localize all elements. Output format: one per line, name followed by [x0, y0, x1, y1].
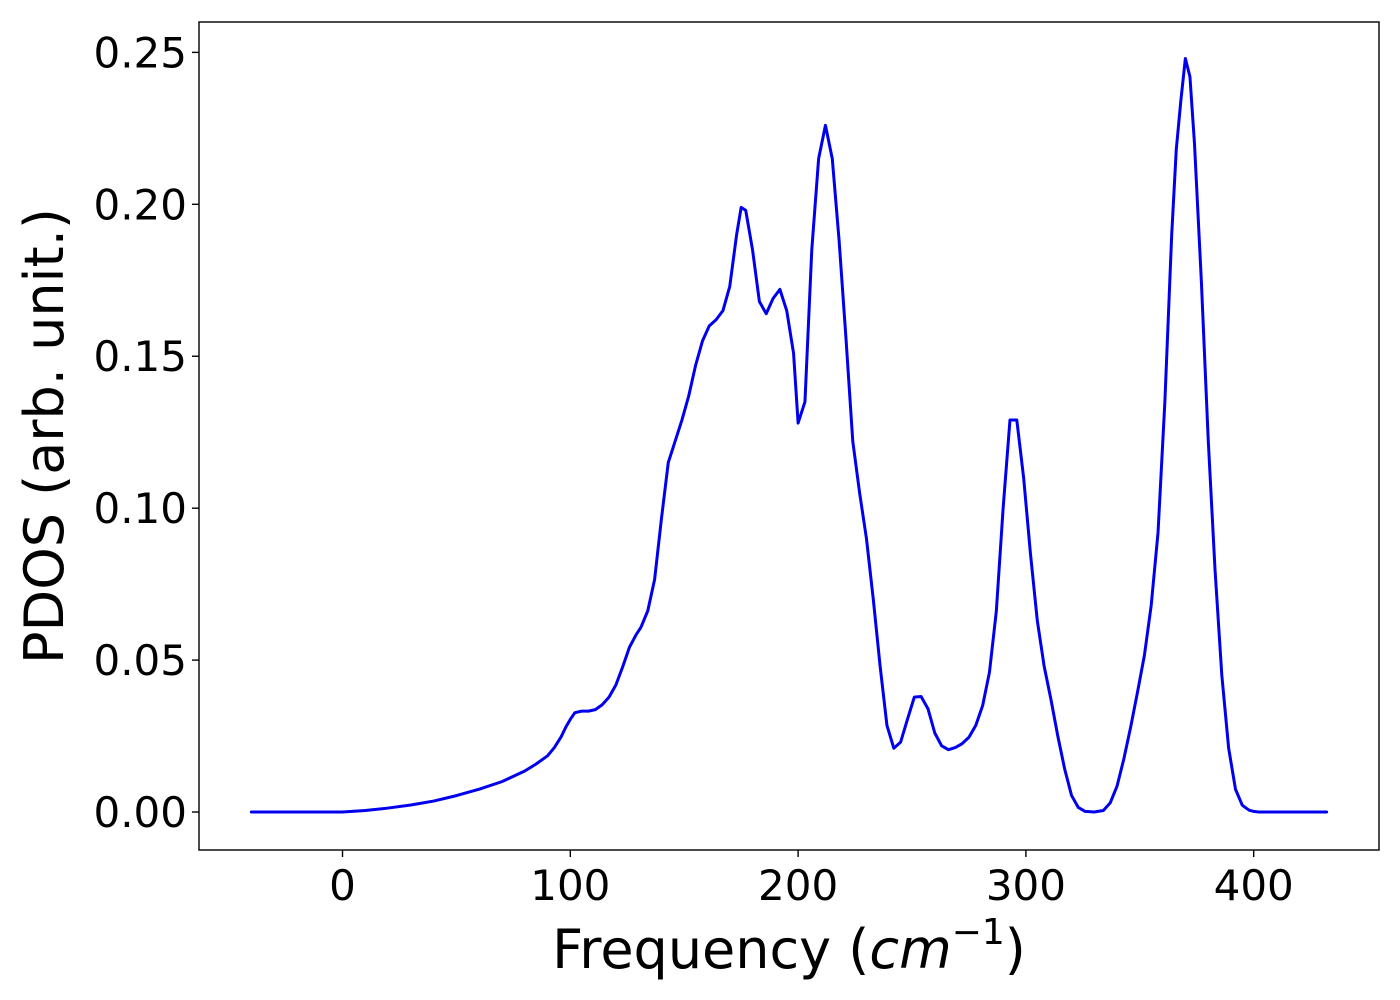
x-tick-label: 400: [1214, 861, 1294, 910]
y-tick-label: 0.20: [93, 180, 187, 229]
y-tick-label: 0.10: [93, 484, 187, 533]
x-tick-label: 0: [329, 861, 356, 910]
x-axis: 0 100 200 300 400: [329, 850, 1294, 910]
y-axis: 0.00 0.05 0.10 0.15 0.20 0.25: [93, 28, 199, 837]
y-tick-label: 0.05: [93, 636, 187, 685]
y-tick-label: 0.00: [93, 788, 187, 837]
x-tick-label: 100: [530, 861, 610, 910]
pdos-series-line: [249, 56, 1329, 814]
x-axis-title: Frequency (cm−1): [552, 912, 1026, 981]
x-tick-label: 300: [986, 861, 1066, 910]
x-tick-label: 200: [758, 861, 838, 910]
y-axis-title: PDOS (arb. unit.): [13, 208, 76, 664]
y-tick-label: 0.25: [93, 28, 187, 77]
plot-frame: [198, 21, 1380, 851]
plot-area: [249, 56, 1329, 814]
y-tick-label: 0.15: [93, 332, 187, 381]
